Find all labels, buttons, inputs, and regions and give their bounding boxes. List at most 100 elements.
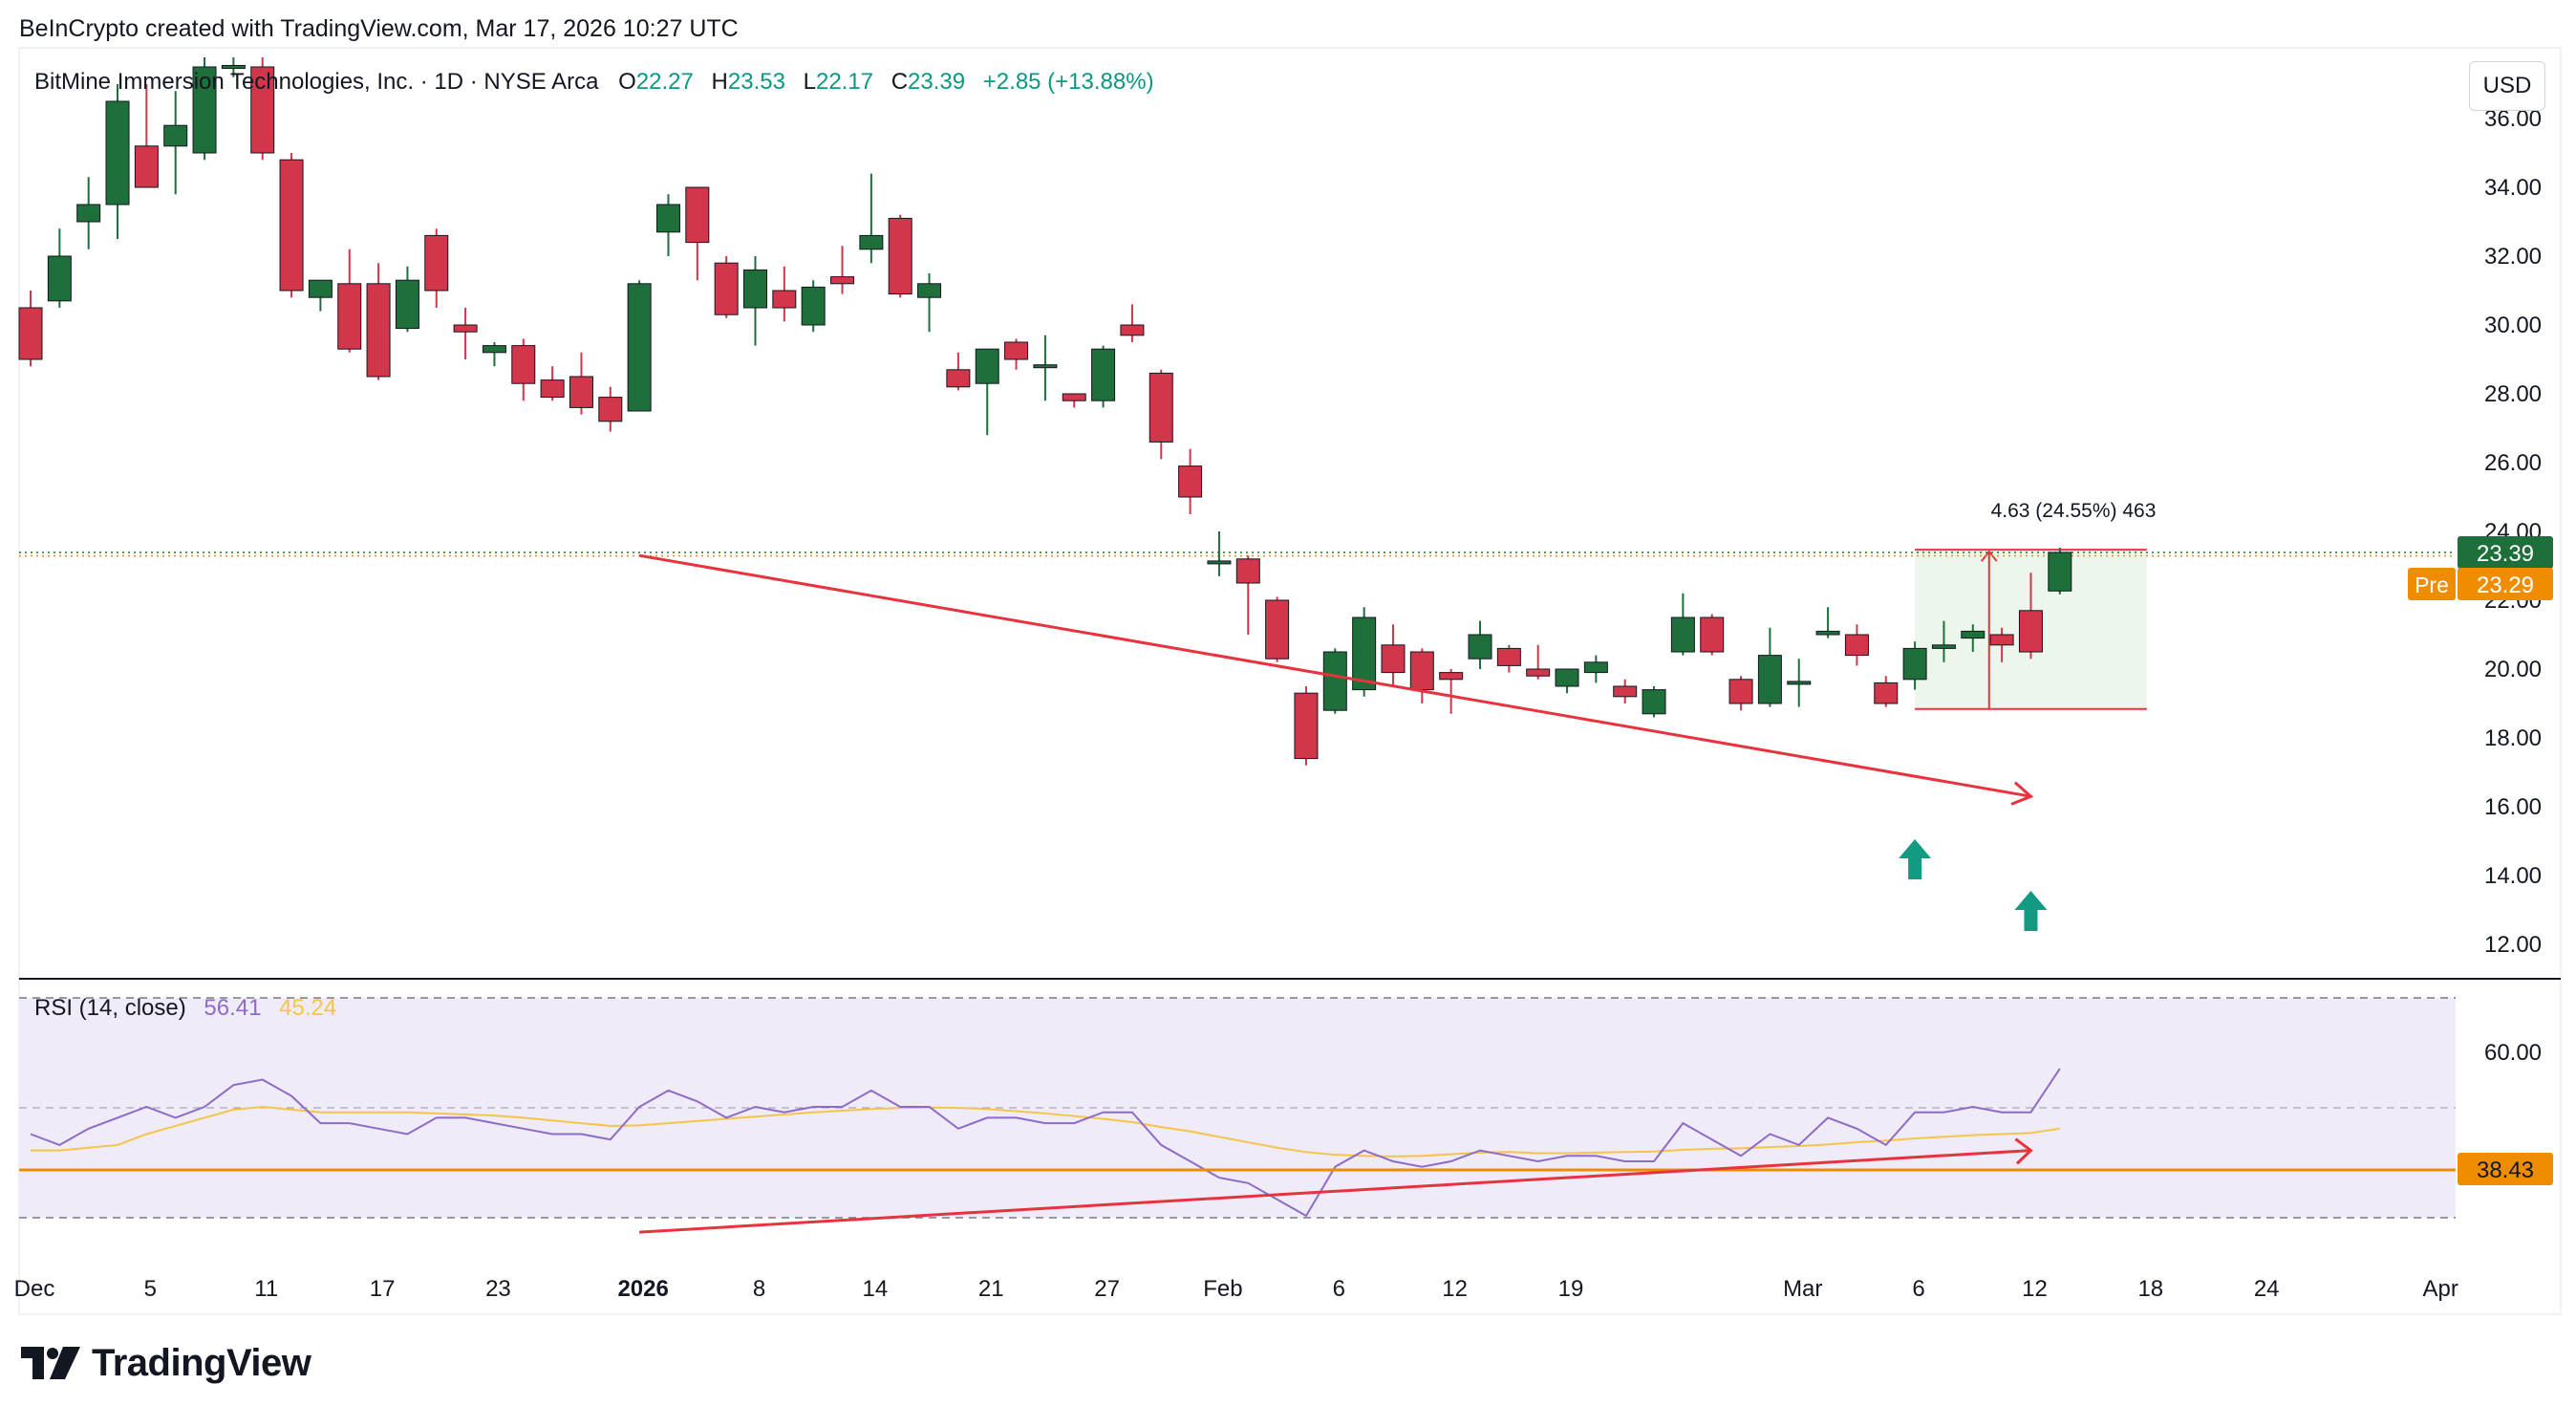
candle-body-37[interactable] (1091, 348, 1116, 401)
candle-body-12[interactable] (366, 283, 391, 378)
ohlc-o-label: O (618, 69, 636, 95)
up-arrow-1[interactable] (2014, 891, 2048, 931)
candle-body-16[interactable] (482, 345, 506, 354)
candle-body-21[interactable] (627, 283, 652, 412)
candle-body-40[interactable] (1178, 465, 1203, 498)
candle-body-23[interactable] (685, 186, 710, 244)
candle-body-10[interactable] (308, 279, 333, 298)
candle-body-2[interactable] (76, 204, 101, 223)
candle-body-31[interactable] (917, 283, 942, 298)
time-tick-label: Dec (14, 1276, 55, 1302)
price-tick-label: 28.00 (2484, 381, 2542, 407)
candle-body-70[interactable] (2048, 552, 2072, 592)
candle-body-33[interactable] (975, 348, 999, 384)
candle-body-64[interactable] (1874, 682, 1899, 704)
time-tick-label: 2026 (617, 1276, 668, 1302)
up-arrow-0[interactable] (1899, 839, 1932, 879)
candle-body-65[interactable] (1902, 647, 1927, 681)
candle-body-51[interactable] (1496, 647, 1521, 666)
price-tick-label: 26.00 (2484, 450, 2542, 476)
candle-body-55[interactable] (1613, 685, 1638, 698)
price-tick-label: 30.00 (2484, 313, 2542, 338)
candle-body-68[interactable] (1989, 634, 2014, 646)
candle-body-3[interactable] (105, 100, 130, 206)
time-tick-label: 24 (2254, 1276, 2280, 1302)
candle-body-44[interactable] (1294, 692, 1319, 760)
candle-body-25[interactable] (743, 269, 767, 309)
candle-body-48[interactable] (1409, 651, 1434, 691)
candle-body-6[interactable] (192, 66, 217, 154)
candle-body-58[interactable] (1700, 617, 1725, 653)
candles[interactable] (18, 57, 2072, 766)
candle-body-24[interactable] (714, 262, 739, 315)
price-axis[interactable]: 12.0014.0016.0018.0020.0022.0024.0026.00… (2484, 106, 2542, 958)
candle-body-47[interactable] (1381, 644, 1406, 674)
rsi-lines (30, 1068, 2061, 1218)
candle-body-14[interactable] (424, 234, 449, 292)
price-trendline[interactable] (638, 553, 2034, 806)
candle-body-4[interactable] (134, 145, 159, 188)
candle-body-39[interactable] (1148, 372, 1173, 443)
pre-label-text: Pre (2415, 573, 2449, 597)
candle-body-7[interactable] (221, 65, 246, 69)
candle-body-63[interactable] (1844, 634, 1869, 657)
candle-body-54[interactable] (1583, 661, 1608, 674)
candle-body-61[interactable] (1787, 681, 1812, 685)
candle-body-50[interactable] (1468, 634, 1492, 660)
candle-body-35[interactable] (1033, 364, 1058, 369)
rsi-trendline-line[interactable] (639, 1149, 2031, 1234)
candle-body-59[interactable] (1728, 679, 1753, 704)
candle-body-29[interactable] (859, 234, 884, 250)
candle-body-20[interactable] (598, 397, 623, 422)
candle-body-57[interactable] (1670, 617, 1695, 653)
candle-body-5[interactable] (163, 124, 188, 147)
tradingview-logo[interactable]: TradingView (21, 1342, 311, 1385)
candle-body-38[interactable] (1120, 324, 1145, 336)
attribution-text: BeInCrypto created with TradingView.com,… (19, 15, 739, 42)
candle-body-32[interactable] (946, 369, 971, 388)
candle-body-41[interactable] (1207, 560, 1232, 565)
candle-body-67[interactable] (1961, 630, 1986, 639)
time-axis[interactable]: Dec 5 11 17 23 2026 8 14 21 27 Feb 6 12 19 Mar 6 12 18 24 A… (14, 1276, 2458, 1302)
rsi-level-badge (2458, 1153, 2553, 1185)
candle-body-9[interactable] (279, 159, 304, 292)
symbol-name: BitMine Immersion Technologies, Inc. · 1… (34, 69, 599, 95)
candle-body-60[interactable] (1757, 655, 1782, 704)
price-trendline-line[interactable] (638, 553, 2031, 798)
up-arrows[interactable] (1899, 839, 2048, 931)
candle-body-18[interactable] (540, 379, 565, 399)
candle-body-28[interactable] (830, 276, 855, 285)
candle-body-43[interactable] (1265, 599, 1290, 660)
currency-button[interactable]: USD (2469, 61, 2545, 111)
candle-body-13[interactable] (395, 279, 419, 330)
candle-body-11[interactable] (337, 283, 362, 350)
candle-body-22[interactable] (655, 204, 680, 233)
candle-body-19[interactable] (569, 376, 593, 408)
rsi-axis[interactable]: 60.00 (2484, 1040, 2542, 1066)
candle-body-17[interactable] (511, 345, 536, 384)
candle-body-53[interactable] (1555, 668, 1579, 687)
candle-body-27[interactable] (801, 286, 826, 326)
time-tick-label: Mar (1783, 1276, 1822, 1302)
rsi-trendline[interactable] (639, 1137, 2033, 1234)
candle-body-42[interactable] (1235, 558, 1260, 584)
candle-body-34[interactable] (1004, 341, 1029, 360)
candle-body-0[interactable] (18, 307, 43, 360)
candle-body-69[interactable] (2018, 610, 2043, 653)
candle-body-1[interactable] (47, 255, 72, 302)
candle-body-62[interactable] (1815, 630, 1840, 636)
candle-body-52[interactable] (1526, 668, 1551, 677)
candle-body-56[interactable] (1642, 689, 1666, 715)
candle-body-66[interactable] (1931, 644, 1956, 649)
candle-body-30[interactable] (888, 217, 912, 295)
candle-body-46[interactable] (1352, 617, 1377, 691)
ohlc-l-value: 22.17 (816, 69, 873, 95)
candle-body-26[interactable] (772, 290, 797, 309)
candle-body-8[interactable] (250, 66, 275, 154)
time-tick-label: 6 (1912, 1276, 1924, 1302)
candle-body-49[interactable] (1439, 672, 1464, 681)
candle-body-36[interactable] (1062, 393, 1086, 401)
candle-body-15[interactable] (453, 324, 478, 333)
candle-body-45[interactable] (1322, 651, 1347, 711)
